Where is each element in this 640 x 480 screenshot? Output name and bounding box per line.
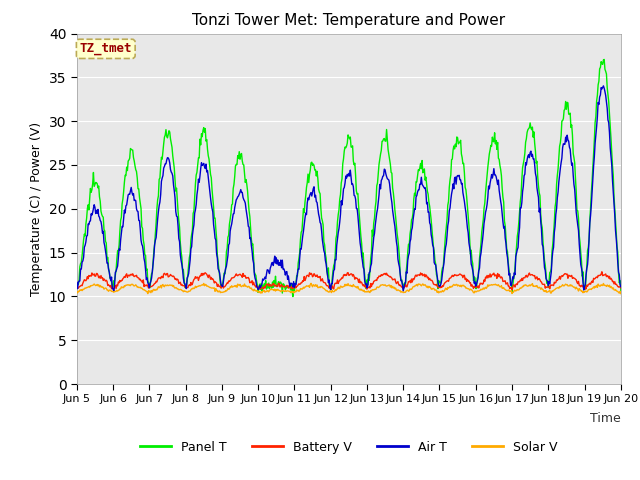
Text: Time: Time — [590, 412, 621, 425]
Text: TZ_tmet: TZ_tmet — [79, 42, 132, 55]
Title: Tonzi Tower Met: Temperature and Power: Tonzi Tower Met: Temperature and Power — [192, 13, 506, 28]
Y-axis label: Temperature (C) / Power (V): Temperature (C) / Power (V) — [30, 122, 44, 296]
Legend: Panel T, Battery V, Air T, Solar V: Panel T, Battery V, Air T, Solar V — [135, 436, 563, 459]
